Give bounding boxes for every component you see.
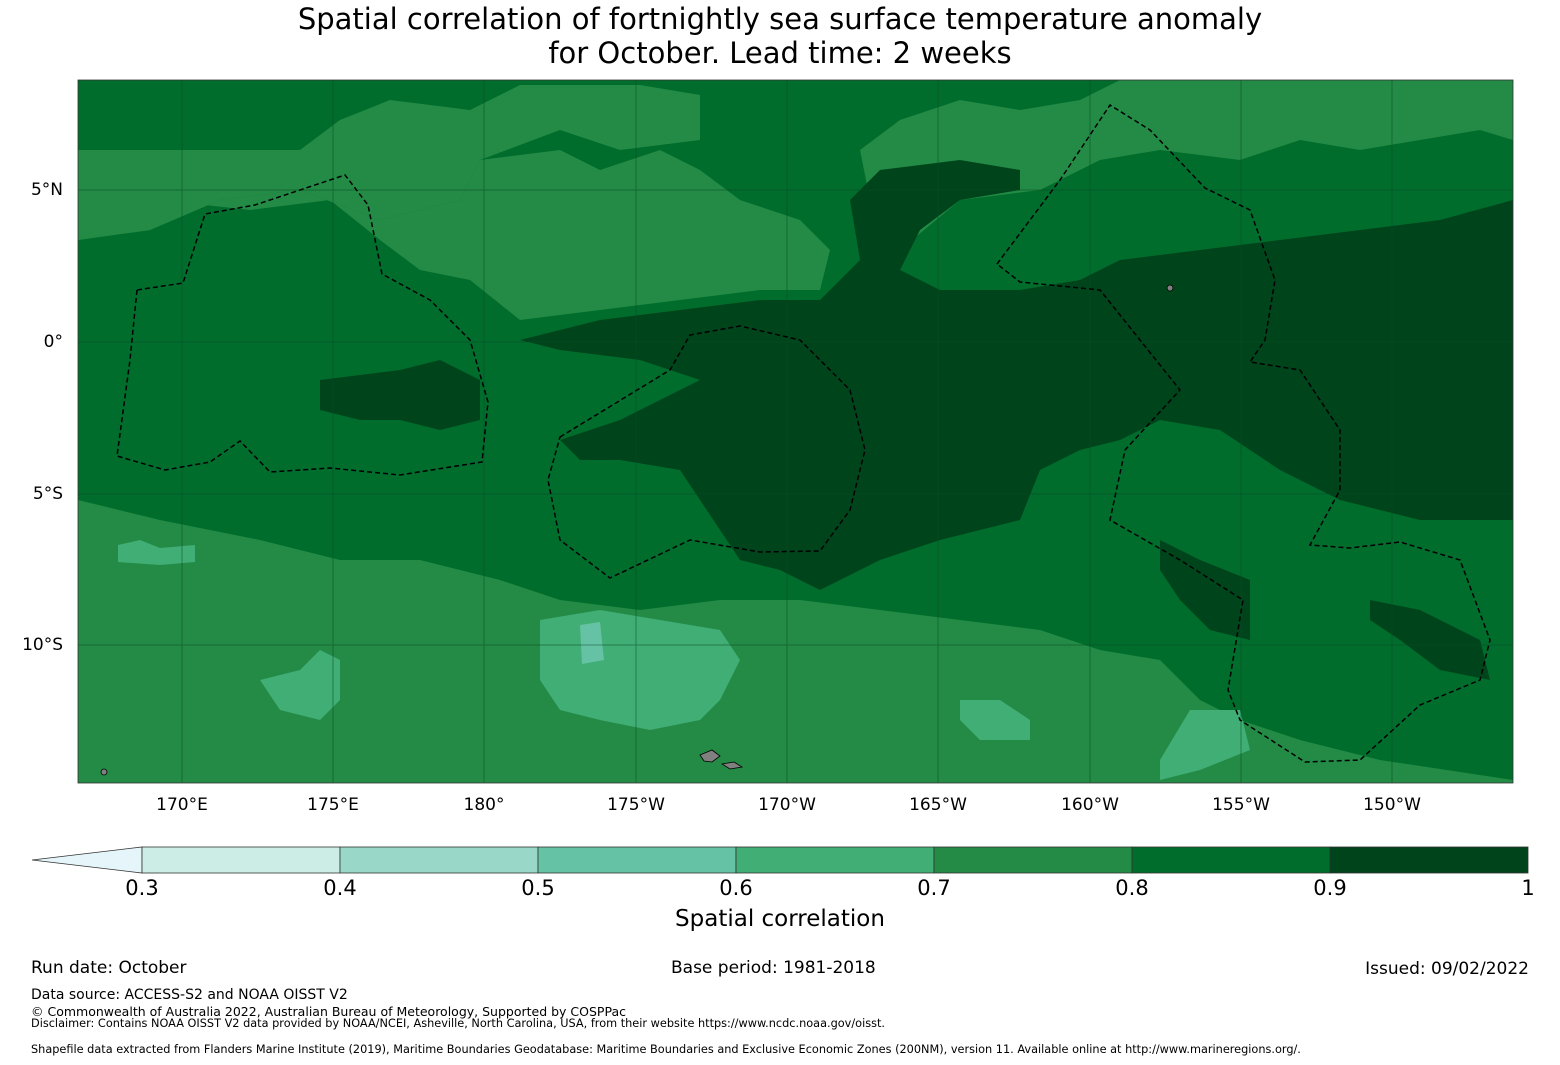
colorbar-tick-0.9: 0.9	[1313, 876, 1347, 900]
colorbar-segment-5	[933, 846, 1133, 874]
colorbar-segment-3	[537, 846, 737, 874]
field-region-0.9-southeast	[1370, 600, 1490, 680]
lon-label-175e: 175°E	[307, 795, 359, 815]
lon-label-150w: 150°W	[1363, 795, 1421, 815]
field-region-0.5	[580, 622, 604, 664]
lat-label-10s: 10°S	[22, 635, 63, 655]
run-date: Run date: October	[31, 958, 187, 978]
field-region-0.7-northeast	[860, 80, 1513, 250]
colorbar-tick-0.6: 0.6	[719, 876, 753, 900]
colorbar-segment-6	[1131, 846, 1331, 874]
colorbar-segment-2	[339, 846, 539, 874]
field-region-0.6-southeast	[960, 700, 1030, 740]
eez-boundary-central	[547, 325, 866, 579]
colorbar-tick-0.5: 0.5	[521, 876, 555, 900]
eez-boundaries	[116, 103, 1491, 763]
colorbar-tick-0.3: 0.3	[125, 876, 159, 900]
lon-label-170w: 170°W	[758, 795, 816, 815]
field-region-0.7-south	[78, 500, 1513, 783]
colorbar-label: Spatial correlation	[675, 906, 885, 932]
map-frame	[77, 79, 1514, 784]
data-source: Data source: ACCESS-S2 and NOAA OISST V2	[31, 987, 348, 1003]
field-region-0.6-east	[1160, 710, 1250, 780]
colorbar	[31, 846, 1529, 874]
field-region-0.9-central	[520, 160, 1513, 590]
colorbar-tick-1: 1	[1521, 876, 1535, 900]
lon-label-155w: 155°W	[1212, 795, 1270, 815]
colorbar-tick-0.8: 0.8	[1115, 876, 1149, 900]
lon-label-175w: 175°W	[607, 795, 665, 815]
title-line-1: Spatial correlation of fortnightly sea s…	[297, 2, 1263, 36]
chart-title: Spatial correlation of fortnightly sea s…	[0, 2, 1560, 70]
lat-label-0: 0°	[43, 332, 63, 352]
lat-label-5s: 5°S	[32, 484, 63, 504]
field-region-0.6-southwest	[260, 650, 340, 720]
colorbar-tick-0.7: 0.7	[917, 876, 951, 900]
field-region-0.7-west	[78, 150, 830, 320]
base-period: Base period: 1981-2018	[671, 958, 876, 978]
gridlines	[78, 80, 1513, 783]
field-region-0.7-north	[78, 85, 700, 240]
eez-boundary-northeast	[995, 103, 1491, 763]
lon-label-160w: 160°W	[1061, 795, 1119, 815]
issued-date: Issued: 09/02/2022	[1365, 959, 1529, 979]
eez-boundary-west	[116, 174, 489, 476]
title-line-2: for October. Lead time: 2 weeks	[548, 36, 1012, 70]
lon-label-170e: 170°E	[156, 795, 208, 815]
disclaimer: Disclaimer: Contains NOAA OISST V2 data …	[31, 1017, 886, 1030]
lat-label-5n: 5°N	[30, 180, 63, 200]
lon-label-180: 180°	[463, 795, 505, 815]
colorbar-segment-1	[141, 846, 341, 874]
colorbar-tick-0.4: 0.4	[323, 876, 357, 900]
shapefile-credit: Shapefile data extracted from Flanders M…	[31, 1043, 1301, 1056]
field-region-0.9-south	[1160, 540, 1250, 640]
island-samoa-b	[720, 761, 744, 770]
island-small-b	[1166, 284, 1174, 292]
colorbar-extend-arrow	[31, 846, 143, 874]
colorbar-segment-7	[1329, 846, 1529, 874]
field-region-0.9-west	[320, 360, 480, 430]
lon-label-165w: 165°W	[909, 795, 967, 815]
correlation-field	[78, 80, 1513, 783]
island-small-a	[100, 768, 108, 776]
colorbar-segment-4	[735, 846, 935, 874]
island-samoa-a	[699, 749, 721, 763]
land-masses	[100, 284, 1174, 776]
field-region-0.6-west	[118, 540, 195, 565]
copyright: © Commonwealth of Australia 2022, Austra…	[31, 1004, 626, 1019]
